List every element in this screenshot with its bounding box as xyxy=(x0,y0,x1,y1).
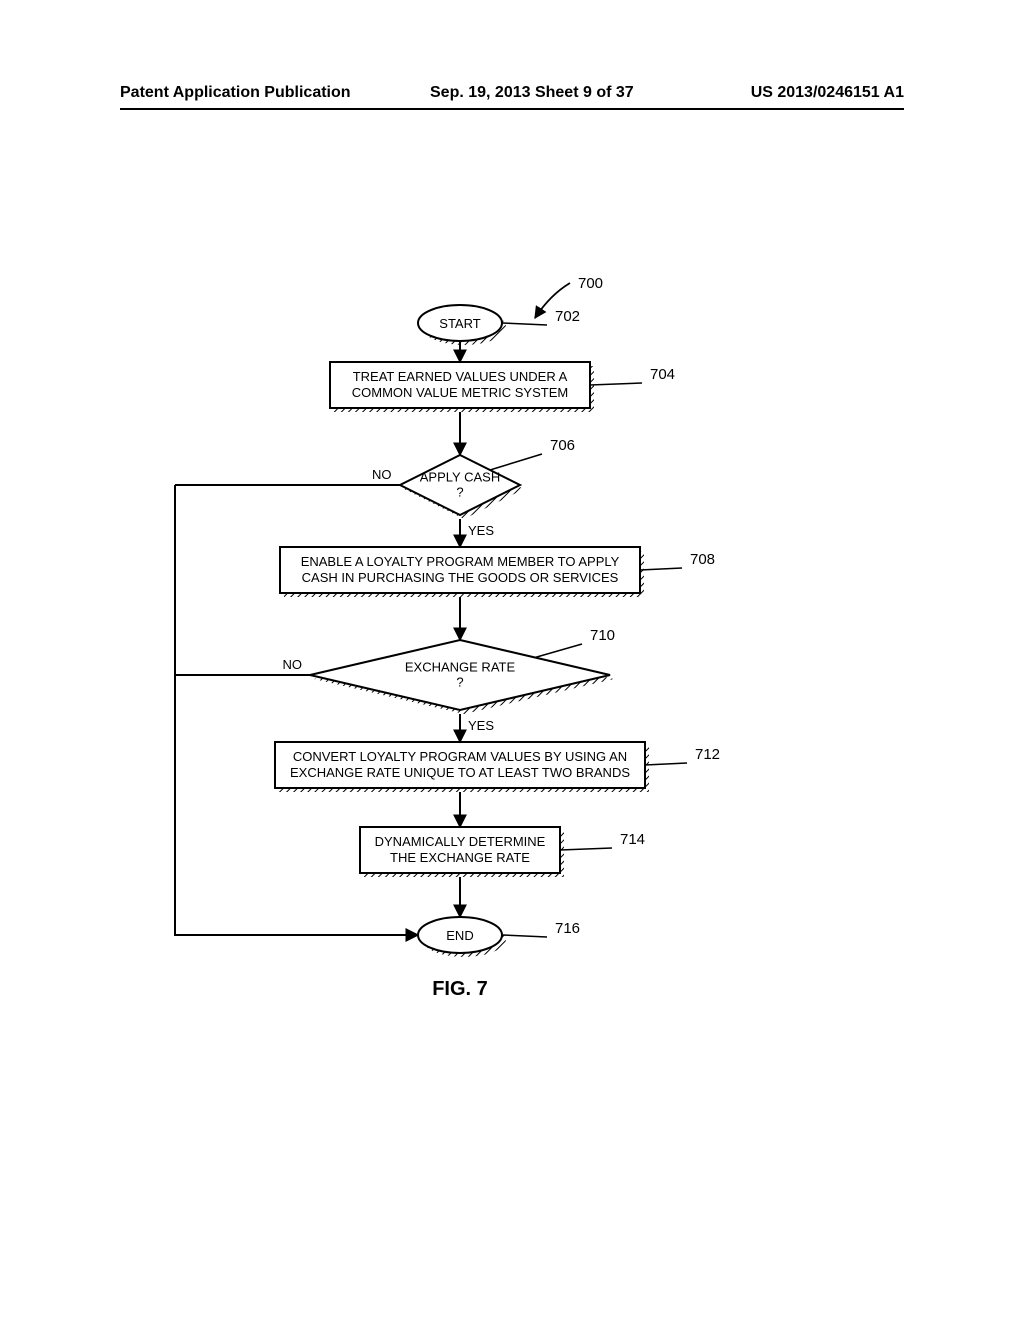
flowchart: 700START702TREAT EARNED VALUES UNDER ACO… xyxy=(110,275,910,1035)
header-right: US 2013/0246151 A1 xyxy=(751,84,904,102)
svg-text:TREAT EARNED VALUES UNDER A: TREAT EARNED VALUES UNDER A xyxy=(353,369,568,384)
svg-text:NO: NO xyxy=(372,467,392,482)
svg-text:COMMON VALUE METRIC SYSTEM: COMMON VALUE METRIC SYSTEM xyxy=(352,385,568,400)
svg-text:?: ? xyxy=(456,675,463,690)
svg-text:FIG. 7: FIG. 7 xyxy=(432,978,488,1000)
svg-text:704: 704 xyxy=(650,366,675,383)
svg-text:EXCHANGE RATE UNIQUE TO AT LEA: EXCHANGE RATE UNIQUE TO AT LEAST TWO BRA… xyxy=(290,765,630,780)
page: Patent Application Publication Sep. 19, … xyxy=(0,0,1024,1320)
header-center: Sep. 19, 2013 Sheet 9 of 37 xyxy=(430,84,634,102)
svg-text:NO: NO xyxy=(283,657,303,672)
svg-text:710: 710 xyxy=(590,627,615,644)
svg-text:APPLY CASH: APPLY CASH xyxy=(420,470,500,485)
svg-text:YES: YES xyxy=(468,718,494,733)
svg-text:706: 706 xyxy=(550,437,575,454)
header-rule xyxy=(120,108,904,110)
svg-text:714: 714 xyxy=(620,831,645,848)
svg-text:END: END xyxy=(446,928,473,943)
svg-text:?: ? xyxy=(456,485,463,500)
svg-text:CONVERT LOYALTY PROGRAM VALUES: CONVERT LOYALTY PROGRAM VALUES BY USING … xyxy=(293,749,627,764)
svg-text:ENABLE A LOYALTY PROGRAM MEMBE: ENABLE A LOYALTY PROGRAM MEMBER TO APPLY xyxy=(301,554,620,569)
svg-text:700: 700 xyxy=(578,275,603,292)
svg-text:YES: YES xyxy=(468,523,494,538)
svg-text:CASH IN PURCHASING THE GOODS O: CASH IN PURCHASING THE GOODS OR SERVICES xyxy=(302,570,619,585)
svg-text:EXCHANGE RATE: EXCHANGE RATE xyxy=(405,660,516,675)
svg-text:START: START xyxy=(439,316,480,331)
header-left: Patent Application Publication xyxy=(120,84,351,102)
page-header: Patent Application Publication Sep. 19, … xyxy=(0,84,1024,114)
svg-text:THE EXCHANGE RATE: THE EXCHANGE RATE xyxy=(390,850,530,865)
svg-text:712: 712 xyxy=(695,746,720,763)
svg-text:DYNAMICALLY DETERMINE: DYNAMICALLY DETERMINE xyxy=(375,834,546,849)
svg-text:716: 716 xyxy=(555,920,580,937)
svg-text:702: 702 xyxy=(555,308,580,325)
svg-text:708: 708 xyxy=(690,551,715,568)
